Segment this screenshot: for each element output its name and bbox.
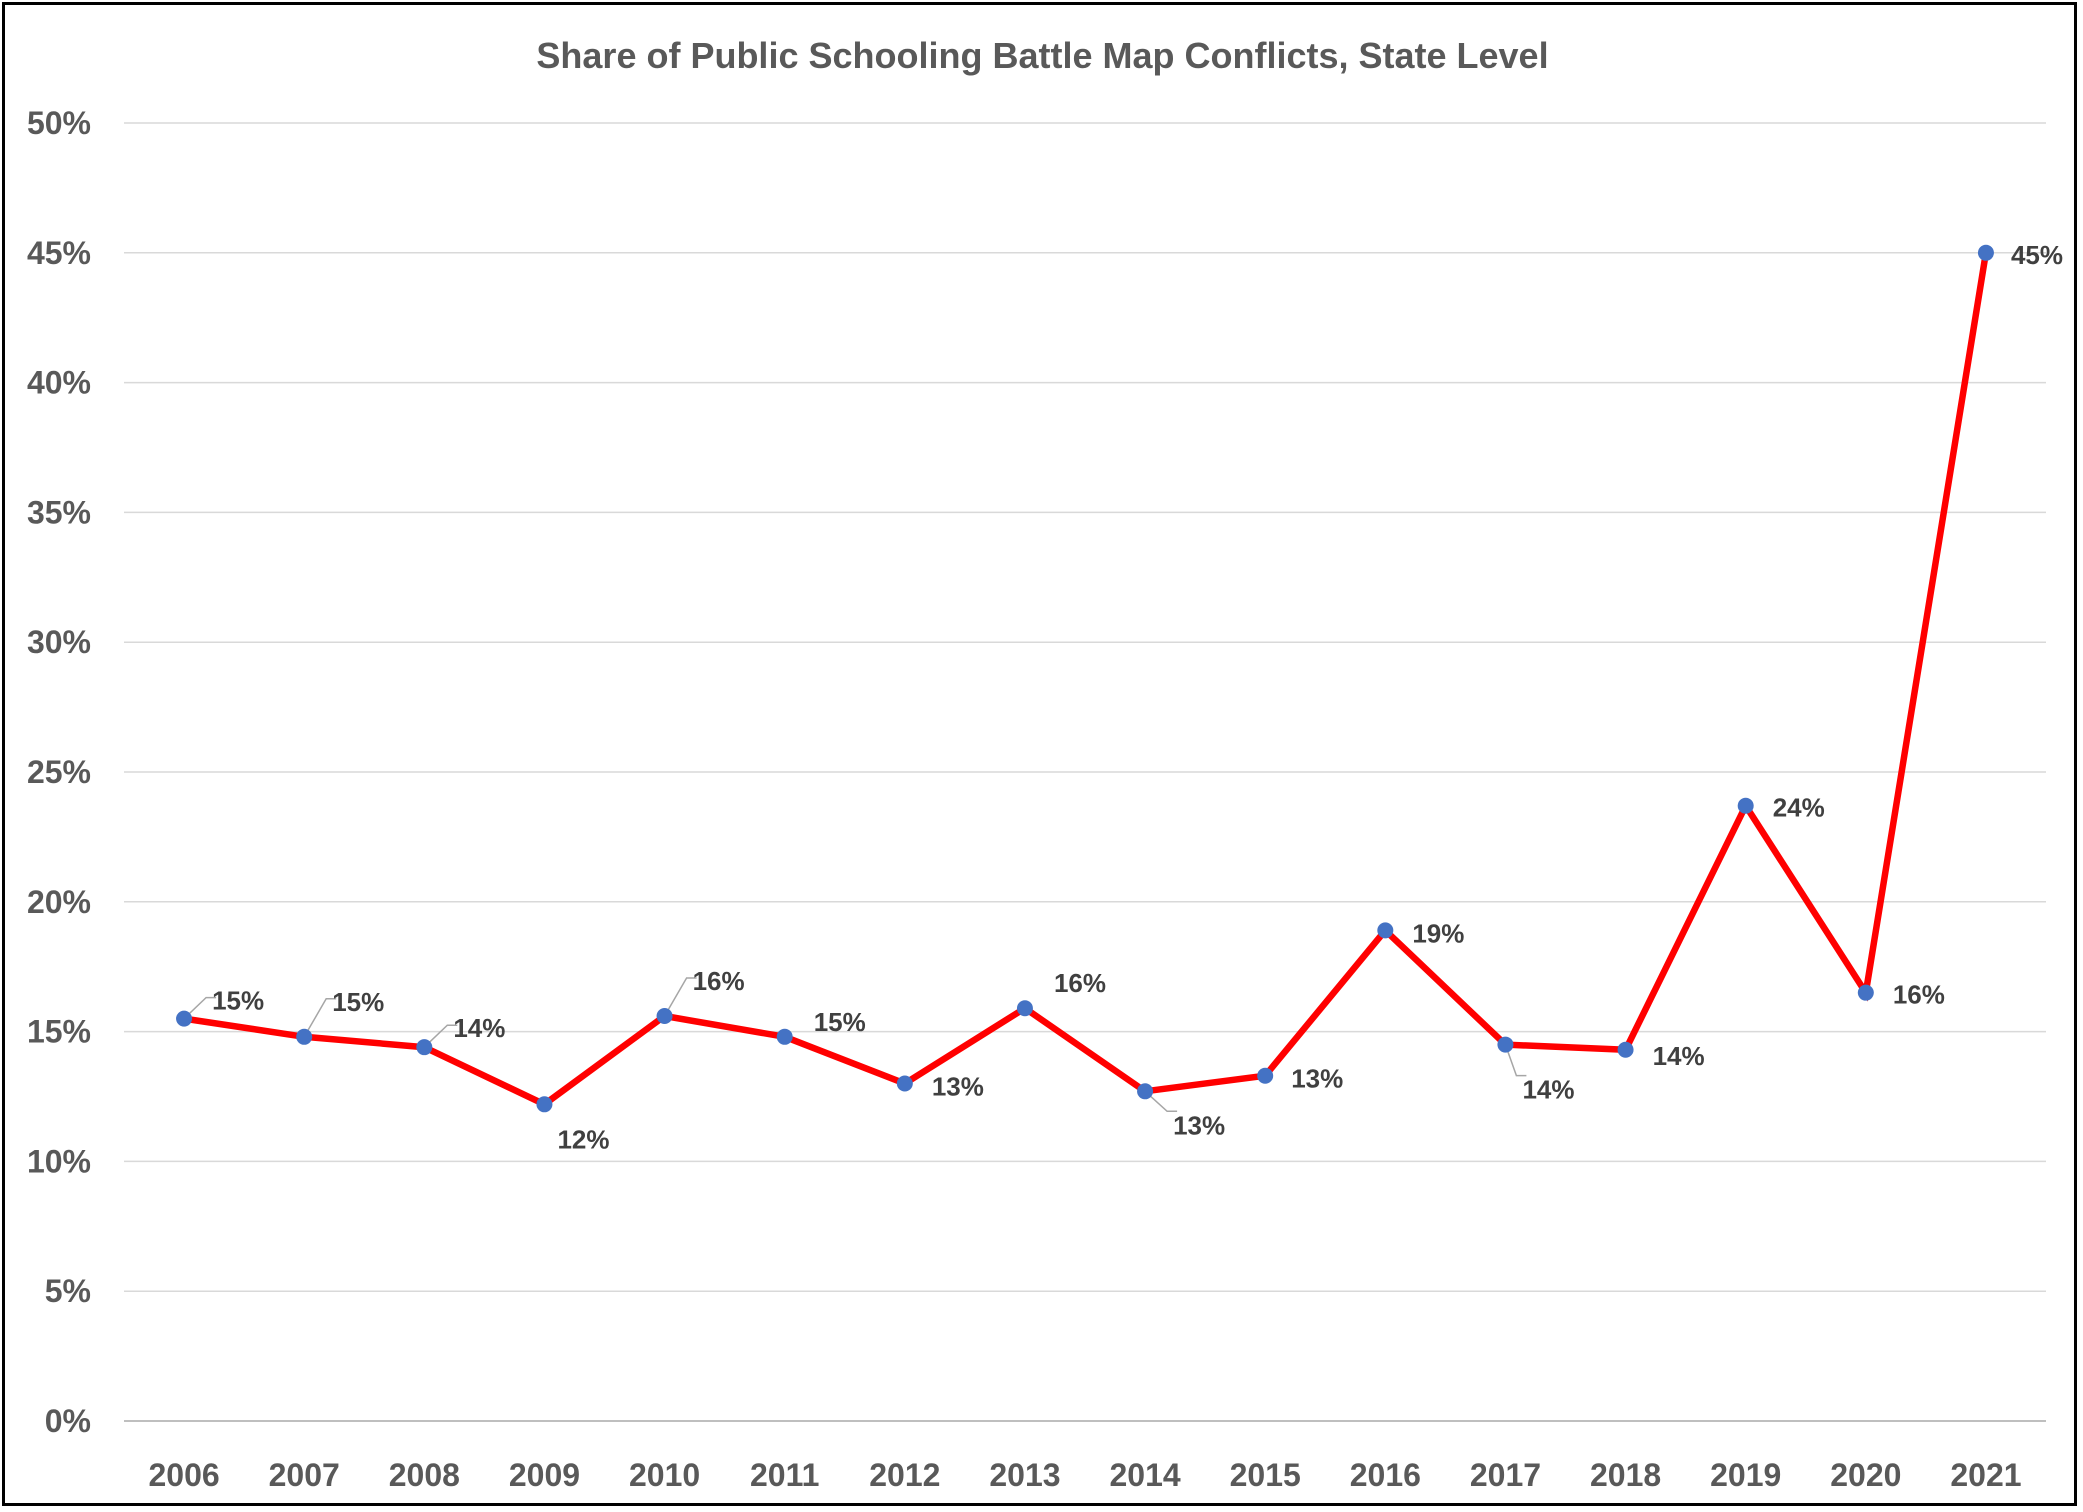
data-point [1857,984,1874,1001]
x-axis-ticks: 2006 2007 2008 2009 2010 2011 2012 2013 2014 2015… [148,1457,2021,1493]
series-line-layer [183,252,1990,1109]
y-axis-ticks: 0% 5% 10% 15% 20% 25% 30% 35% 40% 45% 50% [27,105,91,1439]
x-tick-label: 2019 [1710,1457,1781,1493]
data-point [536,1096,553,1113]
data-label: 13% [1173,1110,1225,1140]
x-tick-label: 2020 [1830,1457,1901,1493]
leader-line [183,996,217,1020]
data-point [1977,244,1994,261]
x-tick-label: 2006 [148,1457,219,1493]
x-tick-label: 2011 [750,1457,819,1493]
y-tick-label: 50% [27,105,91,141]
x-tick-label: 2007 [269,1457,340,1493]
x-tick-label: 2010 [629,1457,700,1493]
y-tick-label: 10% [27,1143,91,1179]
gridlines [124,122,2046,1422]
x-tick-label: 2013 [989,1457,1060,1493]
x-tick-label: 2017 [1470,1457,1541,1493]
data-point [1137,1083,1154,1100]
x-tick-label: 2012 [869,1457,940,1493]
x-tick-label: 2018 [1590,1457,1661,1493]
y-tick-label: 0% [45,1403,91,1439]
data-label: 16% [1054,968,1106,998]
data-label: 13% [932,1072,984,1102]
data-point [1016,1000,1033,1017]
x-tick-label: 2015 [1230,1457,1301,1493]
data-label: 14% [1653,1041,1705,1071]
series-line [183,252,1990,1109]
data-label: 16% [1893,980,1945,1010]
leader-line [1504,1044,1527,1077]
data-label: 45% [2011,240,2063,270]
data-label: 13% [1291,1064,1343,1094]
data-label: 19% [1412,918,1464,948]
data-point [1617,1041,1634,1058]
x-tick-label: 2016 [1350,1457,1421,1493]
data-label: 15% [332,987,384,1017]
x-tick-label: 2021 [1950,1457,2021,1493]
data-label: 16% [693,966,745,996]
y-tick-label: 5% [45,1273,91,1309]
data-label: 14% [1522,1075,1574,1105]
plot-area: 0% 5% 10% 15% 20% 25% 30% 35% 40% 45% 50% 2006 2007… [27,105,2063,1493]
leader-line [303,998,337,1038]
data-label: 24% [1773,793,1825,823]
data-point [1737,797,1754,814]
leader-lines [183,977,1527,1113]
y-tick-label: 40% [27,365,91,401]
x-tick-label: 2009 [509,1457,580,1493]
data-label: 14% [453,1013,505,1043]
y-tick-label: 30% [27,624,91,660]
data-point [656,1008,673,1025]
data-point [1257,1067,1274,1084]
data-point [776,1028,793,1045]
data-point [296,1028,313,1045]
data-point [1377,922,1394,939]
data-point [416,1039,433,1056]
x-tick-label: 2008 [389,1457,460,1493]
x-tick-label: 2014 [1109,1457,1180,1493]
y-tick-label: 20% [27,884,91,920]
markers [176,244,1994,1113]
chart-title: Share of Public Schooling Battle Map Con… [536,35,1549,76]
leader-line [1144,1090,1178,1113]
y-tick-label: 15% [27,1014,91,1050]
data-label: 15% [814,1007,866,1037]
y-tick-label: 35% [27,494,91,530]
data-point [896,1075,913,1092]
leader-line [423,1024,458,1048]
y-tick-label: 25% [27,754,91,790]
data-label: 12% [557,1124,609,1154]
leader-line [663,977,697,1017]
data-label: 15% [212,986,264,1016]
data-labels: 15% 15% 14% 12% 16% 15% 13% 16% 13% 13% 19% 14% 14% 2… [212,240,2063,1154]
y-tick-label: 45% [27,235,91,271]
data-point [1497,1036,1514,1053]
data-point [176,1010,193,1027]
